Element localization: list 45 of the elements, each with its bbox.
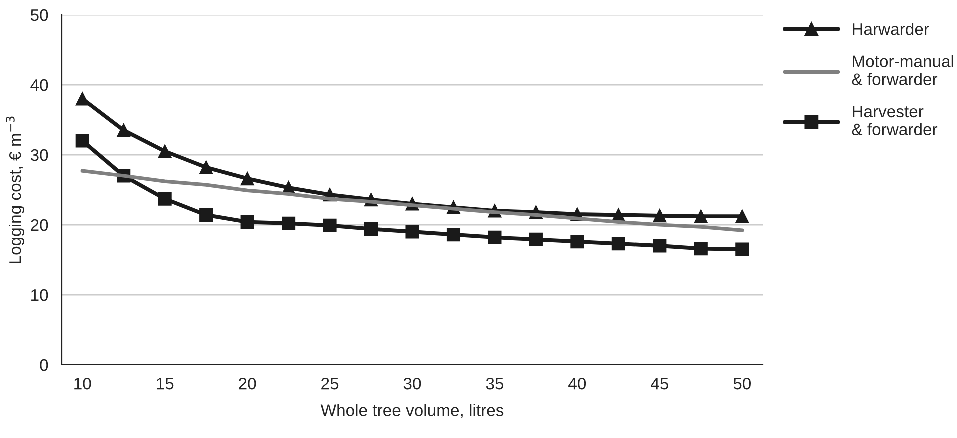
x-tick-label: 20 xyxy=(239,378,256,390)
point xyxy=(529,232,543,246)
x-tick-label: 30 xyxy=(404,378,422,390)
x-tick-label: 35 xyxy=(486,378,504,390)
x-tick-label: 25 xyxy=(322,378,339,390)
y-axis-title: Logging cost, € m$^{−3}$ xyxy=(6,116,25,264)
point xyxy=(240,172,254,186)
x-tick-label: 50 xyxy=(734,378,751,390)
point xyxy=(76,134,90,148)
point xyxy=(323,218,337,232)
point xyxy=(240,215,254,229)
point xyxy=(158,192,172,206)
x-tick-label: 40 xyxy=(568,378,586,390)
point xyxy=(406,225,420,239)
legend-label: Harwarder xyxy=(853,23,930,36)
y-tick-label: 10 xyxy=(32,289,48,302)
point xyxy=(282,216,296,230)
y-tick-label: 30 xyxy=(30,149,48,162)
point xyxy=(158,144,172,158)
point xyxy=(446,228,461,242)
point xyxy=(653,239,667,253)
point xyxy=(694,210,708,224)
legend-label: Harvester & forwarder xyxy=(852,106,938,136)
x-tick-label: 15 xyxy=(157,378,174,390)
point xyxy=(364,222,378,236)
y-tick-label: 50 xyxy=(30,9,48,22)
legend-label: Motor-manual & forwarder xyxy=(852,55,954,86)
x-tick-label: 10 xyxy=(74,378,92,390)
point xyxy=(488,230,502,244)
point xyxy=(694,242,708,256)
point xyxy=(117,124,131,138)
y-tick-label: 40 xyxy=(30,79,48,92)
point xyxy=(200,208,214,222)
x-axis-title: Whole tree volume, litres xyxy=(320,404,504,418)
x-tick-label: 45 xyxy=(651,378,668,390)
point xyxy=(612,237,626,251)
point xyxy=(653,209,667,223)
point xyxy=(76,92,90,106)
point xyxy=(570,235,584,249)
point xyxy=(736,210,750,224)
y-tick-label: 0 xyxy=(40,359,48,372)
y-tick-label: 20 xyxy=(31,219,48,232)
line-series xyxy=(80,169,744,232)
point xyxy=(736,242,750,256)
point xyxy=(200,160,214,174)
